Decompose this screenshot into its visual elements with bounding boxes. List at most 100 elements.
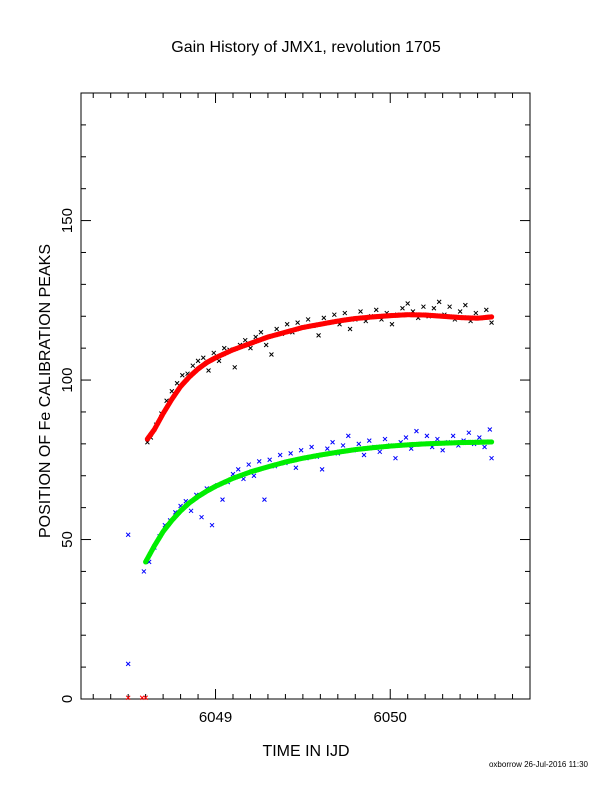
data-point	[199, 514, 204, 520]
data-point	[248, 345, 253, 351]
data-point	[489, 320, 494, 325]
data-point	[256, 459, 262, 464]
data-point	[403, 435, 409, 440]
data-point	[405, 301, 411, 306]
fit-point	[488, 314, 495, 320]
y-tick-label: 0	[59, 695, 76, 703]
data-point	[457, 309, 463, 314]
y-tick-label: 100	[59, 368, 76, 393]
data-point	[125, 532, 131, 538]
data-point	[258, 329, 264, 335]
data-point	[125, 695, 131, 701]
data-point	[190, 363, 196, 369]
data-point	[435, 436, 440, 442]
y-axis-label: POSITION OF Fe CALIBRATION PEAKS	[37, 244, 54, 538]
series-measured	[125, 427, 494, 667]
data-point	[246, 462, 252, 467]
data-point	[169, 388, 175, 394]
data-point	[293, 465, 299, 471]
data-point	[345, 433, 351, 439]
data-point	[450, 433, 456, 439]
y-tick-label: 50	[59, 531, 76, 548]
data-point	[232, 364, 238, 370]
data-point	[466, 430, 472, 436]
x-tick-labels: 6049 6050	[199, 709, 407, 726]
data-point	[347, 326, 353, 332]
data-point	[382, 436, 388, 442]
data-point	[139, 695, 145, 701]
data-point	[489, 455, 494, 461]
y-tick-label: 150	[59, 208, 76, 233]
series-fit	[144, 312, 495, 442]
data-point	[361, 452, 367, 458]
data-point	[324, 446, 330, 451]
data-point	[206, 368, 211, 373]
data-point	[209, 522, 215, 528]
data-point	[408, 446, 414, 451]
data-point	[263, 342, 269, 348]
series-fit	[143, 439, 495, 565]
data-point	[211, 350, 217, 356]
x-tick-label: 6049	[199, 709, 232, 726]
data-point	[476, 435, 482, 440]
data-point	[421, 304, 426, 310]
data-point	[274, 326, 280, 332]
fit-point	[488, 439, 495, 445]
data-point	[216, 358, 222, 364]
data-point	[330, 439, 335, 445]
data-point	[242, 337, 248, 343]
series-measured	[125, 695, 148, 701]
data-point	[447, 304, 452, 310]
data-point	[141, 569, 147, 574]
data-point	[463, 302, 468, 308]
x-axis-label: TIME IN IJD	[262, 743, 349, 760]
data-point	[356, 441, 362, 447]
data-point	[389, 321, 395, 327]
data-point	[321, 315, 327, 321]
data-point	[487, 427, 493, 432]
data-point	[424, 433, 430, 439]
data-point	[373, 307, 379, 313]
chart-title: Gain History of JMX1, revolution 1705	[171, 39, 441, 56]
data-point	[174, 380, 180, 386]
data-point	[400, 305, 405, 311]
data-point	[358, 309, 363, 314]
data-point	[366, 438, 372, 444]
data-point	[319, 467, 325, 472]
data-point	[143, 695, 148, 701]
data-point	[179, 372, 185, 378]
data-point	[220, 497, 225, 503]
data-point	[340, 443, 346, 448]
data-point	[277, 452, 283, 458]
data-point	[482, 444, 487, 450]
data-point	[195, 358, 201, 364]
axis-ticks	[81, 92, 531, 700]
data-point	[298, 447, 304, 453]
data-point	[295, 320, 300, 325]
data-point	[377, 449, 383, 455]
plot-frame	[80, 92, 531, 700]
data-point	[200, 355, 206, 361]
data-point	[473, 310, 479, 316]
data-point	[262, 497, 267, 503]
data-point	[440, 447, 445, 453]
data-point	[251, 473, 257, 479]
y-tick-labels: 0 50 100 150	[59, 208, 76, 703]
data-point	[188, 508, 194, 514]
data-point	[235, 467, 241, 472]
data-point	[331, 312, 337, 318]
data-point	[436, 299, 442, 305]
data-point	[414, 428, 419, 434]
data-point	[125, 661, 131, 667]
data-point	[309, 444, 314, 450]
data-point	[483, 307, 489, 313]
data-point	[305, 317, 311, 322]
data-point	[221, 345, 227, 351]
data-point	[288, 451, 294, 456]
data-point	[267, 457, 273, 463]
data-point	[431, 305, 437, 311]
data-point	[269, 352, 274, 357]
data-points	[125, 299, 495, 701]
data-point	[342, 310, 348, 316]
